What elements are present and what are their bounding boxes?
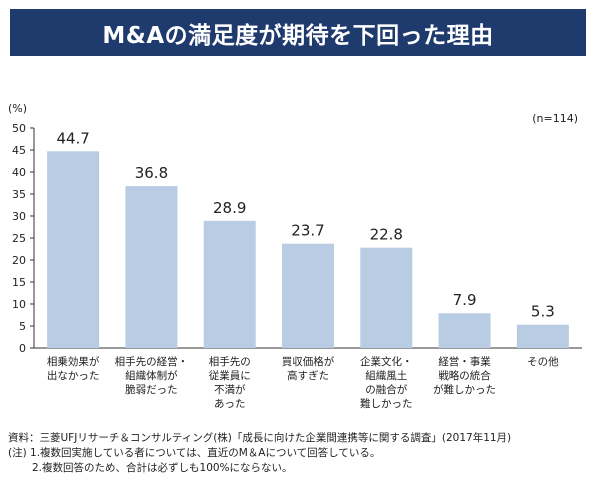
bar — [516, 324, 569, 348]
x-category-label: 相乗効果が — [47, 355, 100, 368]
x-category-label: 脆弱だった — [125, 383, 178, 396]
x-category-label: 戦略の統合 — [438, 369, 491, 382]
x-category-label: 出なかった — [47, 369, 100, 382]
bar — [125, 186, 178, 348]
y-tick-label: 10 — [12, 298, 26, 311]
bar — [282, 243, 334, 348]
x-category-label: 組織体制が — [125, 369, 178, 382]
bar — [203, 220, 256, 348]
x-category-label: その他 — [527, 355, 559, 368]
y-tick-label: 40 — [12, 166, 26, 179]
note-1: (注) 1.複数回実施している者については、直近のM＆Aについて回答している。 — [8, 447, 381, 459]
x-category-label: あった — [214, 398, 246, 410]
y-tick-label: 50 — [12, 122, 26, 135]
source-note: 資料：三菱UFJリサーチ＆コンサルティング(株)「成長に向けた企業間連携等に関す… — [8, 432, 512, 444]
data-label: 36.8 — [135, 164, 168, 182]
x-category-label: 企業文化・ — [360, 355, 413, 368]
bar — [47, 151, 100, 348]
x-category-label: 相手先の経営・ — [115, 355, 189, 368]
y-tick-label: 20 — [12, 254, 26, 267]
chart-title: M&Aの満足度が期待を下回った理由 — [102, 22, 494, 49]
data-label: 28.9 — [213, 199, 246, 217]
y-tick-label: 15 — [12, 276, 26, 289]
data-label: 7.9 — [453, 291, 477, 309]
title-banner: M&Aの満足度が期待を下回った理由 — [10, 9, 586, 56]
y-tick-label: 30 — [12, 210, 26, 223]
x-category-label: 経営・事業 — [438, 355, 491, 368]
y-tick-label: 25 — [12, 232, 26, 245]
data-label: 22.8 — [370, 226, 403, 244]
bar — [360, 247, 413, 348]
x-category-label: 組織風土 — [365, 369, 407, 382]
x-category-label: 難しかった — [360, 397, 413, 410]
bar — [438, 313, 491, 348]
data-label: 23.7 — [291, 222, 324, 240]
y-tick-label: 0 — [19, 342, 26, 355]
x-category-label: 従業員に — [209, 369, 251, 382]
y-tick-label: 5 — [19, 320, 26, 333]
data-label: 44.7 — [56, 129, 89, 147]
x-category-label: 相手先の — [209, 355, 251, 368]
footnotes: 資料：三菱UFJリサーチ＆コンサルティング(株)「成長に向けた企業間連携等に関す… — [8, 431, 511, 476]
x-category-label: 買収価格が — [282, 355, 335, 368]
note-2: 2.複数回答のため、合計は必ずしも100%にならない。 — [32, 462, 293, 474]
x-category-label: 不満が — [214, 383, 246, 396]
bar-chart: (%) (n=114) 0 5 10 15 20 25 30 35 40 45 50 44.7 相乗効果が出… — [8, 102, 582, 410]
data-label: 5.3 — [531, 303, 555, 321]
x-category-label: 高すぎた — [287, 369, 329, 382]
sample-size-annotation: (n=114) — [532, 112, 578, 125]
y-tick-label: 35 — [12, 188, 26, 201]
y-tick-label: 45 — [12, 144, 26, 157]
x-category-label: の融合が — [365, 383, 407, 396]
y-axis-label: (%) — [8, 102, 27, 115]
x-category-label: が難しかった — [433, 383, 496, 396]
